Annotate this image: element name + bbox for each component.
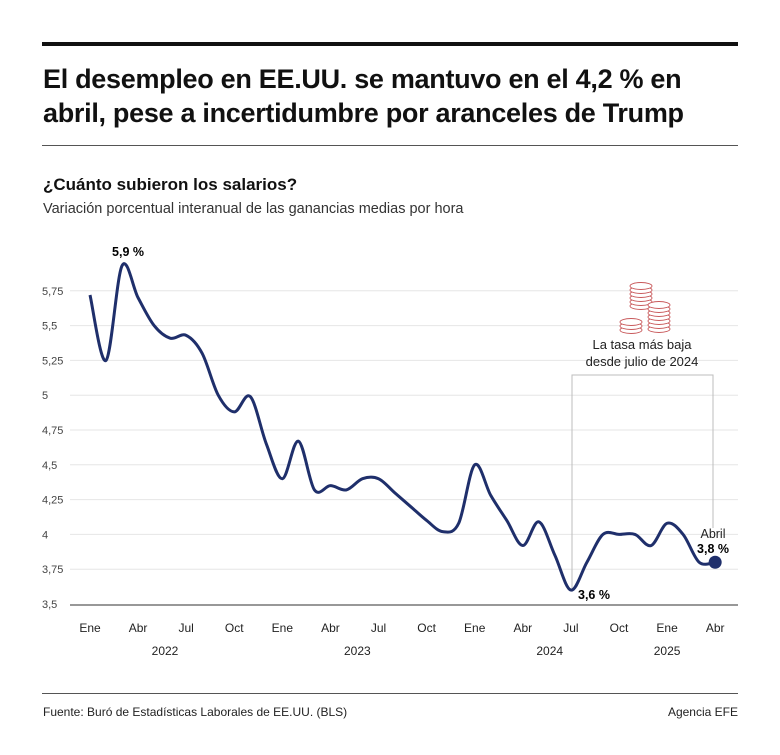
x-tick-label: Abr: [706, 621, 725, 635]
x-tick-label: Oct: [417, 621, 436, 635]
last-point-marker: [708, 555, 722, 569]
x-tick-label: Abr: [513, 621, 532, 635]
x-tick-label: Jul: [371, 621, 386, 635]
agency-credit: Agencia EFE: [667, 705, 738, 719]
y-tick-label: 4: [42, 529, 48, 541]
y-tick-label: 4,25: [42, 495, 63, 507]
x-tick-label: Abr: [129, 621, 148, 635]
x-tick-label: Oct: [610, 621, 629, 635]
year-label: 2025: [654, 644, 681, 658]
box-label-2: desde julio de 2024: [586, 354, 699, 369]
y-tick-label: 5,5: [42, 321, 57, 333]
page-title: El desempleo en EE.UU. se mantuvo en el …: [43, 64, 684, 128]
source-note: Fuente: Buró de Estadísticas Laborales d…: [43, 705, 348, 719]
y-tick-label: 5,75: [42, 286, 63, 298]
y-tick-label: 4,75: [42, 425, 63, 437]
year-label: 2022: [152, 644, 179, 658]
chart-title: ¿Cuánto subieron los salarios?: [43, 175, 298, 194]
x-tick-label: Jul: [179, 621, 194, 635]
chart-subtitle: Variación porcentual interanual de las g…: [43, 201, 464, 217]
x-tick-label: Ene: [464, 621, 486, 635]
last-value-label: 3,8 %: [697, 542, 729, 556]
footer-divider: [42, 693, 738, 694]
series-line: [88, 262, 716, 592]
y-tick-label: 3,75: [42, 564, 63, 576]
y-tick-label: 5: [42, 390, 48, 402]
y-tick-label: 3,5: [42, 599, 57, 611]
x-tick-label: Oct: [225, 621, 244, 635]
top-rule: [42, 42, 738, 46]
y-tick-label: 5,25: [42, 355, 63, 367]
x-tick-label: Ene: [79, 621, 101, 635]
x-tick-label: Jul: [563, 621, 578, 635]
x-tick-label: Ene: [656, 621, 678, 635]
x-tick-label: Abr: [321, 621, 340, 635]
y-tick-label: 4,5: [42, 460, 57, 472]
highlight-bracket: [571, 374, 714, 591]
year-label: 2024: [536, 644, 563, 658]
low-label: 3,6 %: [578, 588, 610, 602]
title-divider: [42, 145, 738, 146]
peak-label: 5,9 %: [112, 245, 144, 259]
coins-icon: [619, 282, 671, 334]
last-month-label: Abril: [700, 527, 725, 541]
x-tick-label: Ene: [272, 621, 294, 635]
year-label: 2023: [344, 644, 371, 658]
box-label-1: La tasa más baja: [592, 337, 692, 352]
